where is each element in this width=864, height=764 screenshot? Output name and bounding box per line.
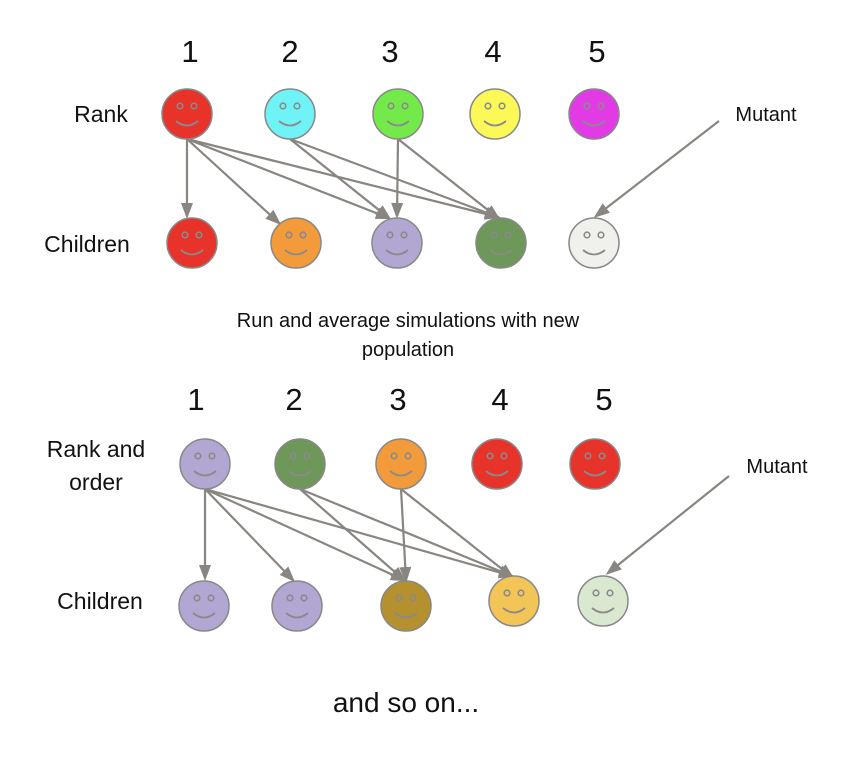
top-arrow-p3-c4: [397, 138, 501, 220]
top-child-face-3: [371, 217, 423, 269]
top-parent-faces: [161, 88, 620, 140]
top-children-row-label: Children: [44, 231, 130, 257]
bottom-rank-number-2: 2: [285, 382, 302, 417]
top-rank-number-3: 3: [381, 34, 398, 69]
bottom-arrow-p1-c2: [204, 488, 296, 583]
top-inheritance-arrows: [181, 120, 720, 226]
bottom-panel: 1 2 3 4 5 Rank and order Children Mutant: [47, 382, 808, 632]
bottom-children-faces: [178, 575, 629, 632]
top-arrow-p2-c3: [289, 138, 392, 220]
top-arrow-p3-c3: [391, 138, 404, 219]
bottom-rank-numbers: 1 2 3 4 5: [187, 382, 612, 417]
bottom-arrow-p1-c4: [204, 487, 515, 579]
top-arrow-p1-c2: [186, 138, 282, 226]
top-child-face-4: [475, 217, 527, 269]
bottom-mutant-label: Mutant: [746, 456, 808, 478]
bottom-parent-faces: [179, 438, 621, 490]
top-parent-face-1: [161, 88, 213, 140]
bottom-rank-number-4: 4: [491, 382, 508, 417]
middle-caption-line-1: Run and average simulations with new: [237, 310, 580, 332]
bottom-parent-face-4: [471, 438, 523, 490]
bottom-child-face-1: [178, 580, 230, 632]
top-parent-face-2: [264, 88, 316, 140]
top-rank-numbers: 1 2 3 4 5: [181, 34, 605, 69]
bottom-arrow-p2-c3: [299, 488, 407, 582]
top-rank-number-2: 2: [281, 34, 298, 69]
top-children-faces: [166, 217, 620, 269]
top-rank-number-1: 1: [181, 34, 198, 69]
top-arrow-p2-c4: [289, 137, 501, 219]
bottom-arrow-p3-c4: [400, 488, 515, 579]
top-parent-face-3: [372, 88, 424, 140]
bottom-arrow-p3-c3: [399, 488, 412, 583]
bottom-rank-number-3: 3: [389, 382, 406, 417]
bottom-rank-row-label-line-2: order: [69, 469, 123, 495]
bottom-parent-face-2: [274, 438, 326, 490]
top-child-face-1: [166, 217, 218, 269]
bottom-children-row-label: Children: [57, 588, 143, 614]
top-arrow-p1-c3: [186, 137, 392, 220]
top-parent-face-5: [568, 88, 620, 140]
middle-caption-line-2: population: [362, 339, 454, 361]
bottom-child-face-5-mutant: [577, 575, 629, 627]
bottom-rank-row-label-line-1: Rank and: [47, 436, 145, 462]
footer-and-so-on: and so on...: [333, 687, 479, 718]
bottom-child-face-4: [488, 575, 540, 627]
top-arrow-p1-c4: [186, 137, 501, 220]
bottom-rank-number-1: 1: [187, 382, 204, 417]
bottom-parent-face-1: [179, 438, 231, 490]
bottom-arrow-p1-c3: [204, 487, 407, 582]
top-mutant-label: Mutant: [735, 104, 797, 126]
bottom-arrow-p2-c4: [299, 487, 515, 578]
top-parent-face-4: [469, 88, 521, 140]
top-rank-number-4: 4: [484, 34, 501, 69]
middle-caption: Run and average simulations with new pop…: [237, 310, 580, 361]
bottom-parent-face-5: [569, 438, 621, 490]
top-arrow-mutant: [593, 120, 720, 218]
bottom-arrow-mutant: [605, 475, 730, 575]
top-panel: 1 2 3 4 5 Rank Children Mutant: [44, 34, 797, 269]
top-rank-number-5: 5: [588, 34, 605, 69]
bottom-inheritance-arrows: [199, 475, 730, 583]
top-child-face-5-mutant: [568, 217, 620, 269]
bottom-rank-number-5: 5: [595, 382, 612, 417]
bottom-child-face-3: [380, 580, 432, 632]
bottom-parent-face-3: [375, 438, 427, 490]
top-child-face-2: [270, 217, 322, 269]
bottom-child-face-2: [271, 580, 323, 632]
top-rank-row-label: Rank: [74, 101, 128, 127]
